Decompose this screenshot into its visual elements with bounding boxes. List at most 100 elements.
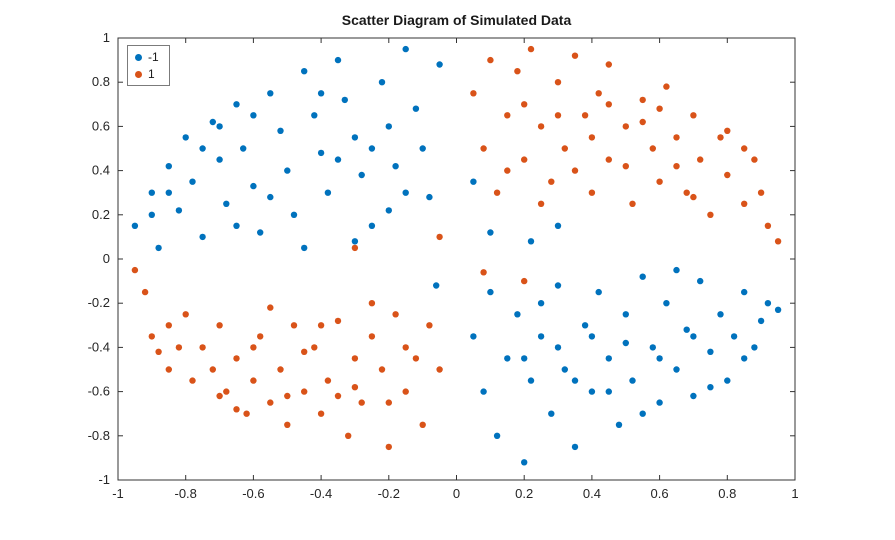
data-point--1 [588,333,596,340]
data-point--1 [250,112,257,119]
data-point-1 [250,377,257,384]
data-point-1 [764,222,772,229]
data-point-1 [351,384,359,391]
legend-label-pos1: 1 [148,67,155,81]
data-point--1 [165,163,172,170]
data-point--1 [358,171,365,179]
data-point-1 [250,344,257,351]
data-point-1 [605,61,612,68]
data-point-1 [757,189,765,196]
data-point-1 [649,145,656,152]
data-point--1 [470,333,477,340]
data-point--1 [724,377,731,384]
data-point--1 [317,90,325,97]
data-point-1 [581,112,589,119]
data-point--1 [267,193,274,201]
data-point-1 [402,388,409,395]
data-point--1 [741,288,748,296]
data-point--1 [199,233,206,241]
data-point--1 [527,238,535,245]
data-point--1 [199,145,206,152]
data-point--1 [334,56,342,64]
data-point-1 [301,388,308,395]
y-tick-label: 0.4 [92,163,110,178]
data-point--1 [426,193,433,201]
data-point--1 [514,311,521,318]
data-point-1 [165,322,172,329]
data-point--1 [402,45,409,53]
data-point-1 [131,266,139,274]
data-point--1 [436,61,443,68]
data-point-1 [358,399,365,406]
data-point--1 [561,366,568,373]
data-point-1 [334,317,342,325]
data-point--1 [419,145,426,152]
data-point--1 [412,105,420,112]
data-point--1 [351,134,359,141]
y-tick-label: 0 [103,251,110,266]
chart-title: Scatter Diagram of Simulated Data [341,12,572,28]
data-point--1 [487,288,494,296]
x-tick-label: 1 [791,486,798,501]
data-point-1 [554,112,562,119]
data-point--1 [233,101,240,108]
data-point--1 [690,392,697,400]
data-point--1 [470,178,477,185]
data-point--1 [537,300,545,307]
data-point-1 [480,269,487,276]
data-point--1 [493,432,501,439]
data-point--1 [175,207,183,214]
data-point--1 [521,459,528,466]
data-point-1 [724,127,731,134]
data-point-1 [436,233,443,241]
data-point--1 [615,421,623,428]
data-point--1 [504,355,511,362]
data-point--1 [581,322,589,329]
data-point--1 [629,377,636,384]
data-point-1 [317,410,325,417]
data-point--1 [351,238,359,245]
data-point-1 [334,392,342,400]
data-point-1 [683,189,690,196]
data-point--1 [741,355,748,362]
data-point--1 [690,333,697,340]
data-point--1 [554,222,562,229]
data-point-1 [741,200,748,207]
data-point-1 [141,288,149,296]
data-point-1 [175,344,183,351]
data-point--1 [639,410,646,417]
data-point--1 [216,123,223,130]
data-point--1 [673,266,680,274]
legend-marker-orange [135,70,142,78]
data-point--1 [707,348,714,355]
data-point--1 [673,366,680,373]
x-tick-label: 0 [453,486,460,501]
data-point--1 [707,384,714,391]
data-point-1 [571,167,579,174]
data-point-1 [209,366,216,373]
data-point-1 [561,145,568,152]
data-point-1 [419,421,426,428]
data-point-1 [385,399,392,406]
data-point-1 [514,68,521,75]
data-point-1 [223,388,230,395]
y-tick-label: 0.2 [92,207,110,222]
data-point--1 [324,189,332,196]
data-point--1 [311,112,318,119]
data-point--1 [233,222,240,229]
data-point--1 [277,127,284,134]
data-point-1 [317,322,325,329]
data-point-1 [301,348,308,355]
y-tick-label: 1 [103,30,110,45]
y-tick-label: -1 [98,472,110,487]
x-tick-label: -1 [112,486,124,501]
data-point-1 [629,200,636,207]
data-point--1 [622,339,629,347]
data-point-1 [521,156,528,163]
data-point--1 [656,355,663,362]
data-point-1 [588,134,596,141]
x-tick-label: 0.4 [583,486,601,501]
data-point-1 [571,52,579,59]
data-point--1 [250,182,257,190]
data-point--1 [155,244,162,252]
